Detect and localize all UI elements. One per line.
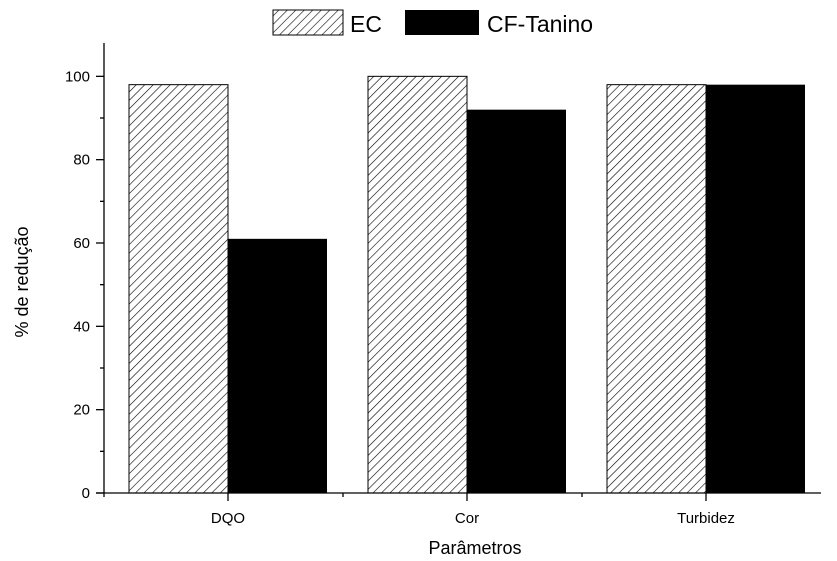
bar-cf-tanino-dqo	[228, 238, 327, 493]
legend-swatch-cf-tanino	[405, 10, 479, 35]
x-tick-label-turbidez: Turbidez	[677, 510, 735, 527]
y-tick-label: 20	[73, 402, 90, 419]
bars	[128, 75, 805, 494]
y-tick-label: 40	[73, 318, 90, 335]
legend-label-cf-tanino: CF-Tanino	[487, 11, 593, 37]
legend: EC CF-Tanino	[272, 9, 593, 37]
bar-ec-dqo	[128, 84, 229, 494]
y-axis-title: % de redução	[12, 226, 32, 337]
x-axis-title: Parâmetros	[428, 538, 521, 558]
y-tick-label: 100	[65, 68, 90, 85]
legend-swatch-ec	[272, 9, 344, 36]
bar-cf-tanino-cor	[467, 109, 566, 494]
y-tick-label: 0	[82, 485, 90, 502]
bar-cf-tanino-turbidez	[706, 84, 805, 494]
y-tick-label: 80	[73, 152, 90, 169]
x-axis: DQO Cor Turbidez	[96, 492, 821, 527]
legend-label-ec: EC	[350, 11, 382, 37]
y-tick-label: 60	[73, 235, 90, 252]
x-tick-label-dqo: DQO	[211, 510, 245, 527]
bar-ec-cor	[367, 75, 468, 494]
y-axis: 0 20 40 60 80 100	[65, 43, 105, 502]
bar-ec-turbidez	[606, 84, 707, 494]
x-tick-label-cor: Cor	[455, 510, 479, 527]
